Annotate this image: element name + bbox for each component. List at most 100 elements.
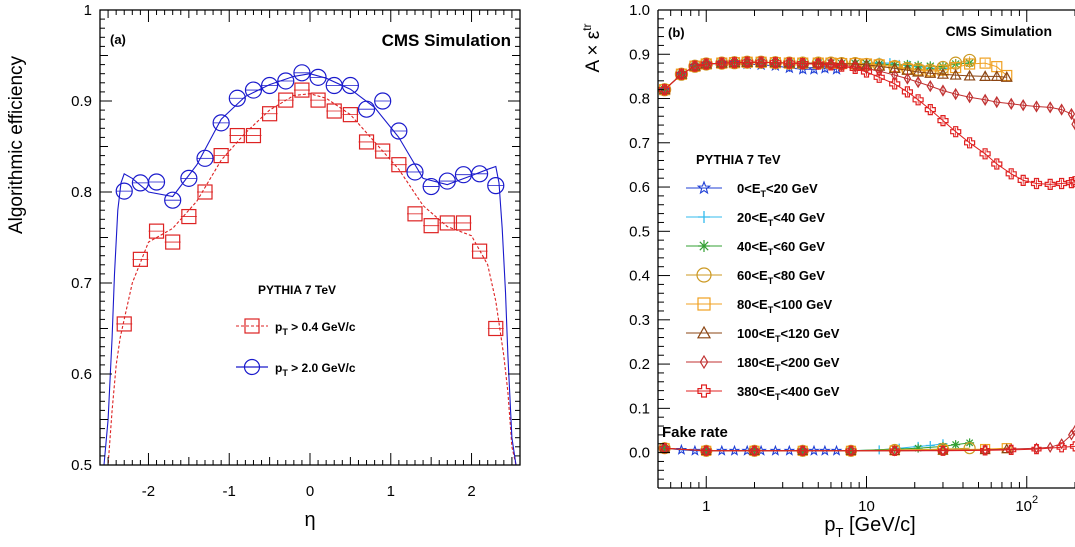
legend-suffix: <20 GeV — [766, 181, 818, 196]
panel-b-legend-entry-0: 0<ET<20 GeV — [686, 180, 818, 199]
legend-marker-icon — [697, 384, 711, 398]
panel-b-data-point — [849, 62, 861, 75]
panel-b-data-point — [769, 57, 782, 69]
legend-suffix: <80 GeV — [773, 268, 825, 283]
panel-b-x-axis-label: pT [GeV/c] — [824, 514, 915, 540]
panel-b-fake-rate-point — [1031, 444, 1042, 455]
panel-b-fake-rate-point — [913, 443, 923, 453]
panel-a-data-point — [439, 215, 455, 231]
panel-b-fake-rate-point — [749, 445, 760, 456]
panel-b-data-point — [950, 126, 962, 138]
panel-a-data-point — [406, 163, 424, 181]
panel-b-legend-entry-5: 100<ET<120 GeV — [686, 325, 840, 344]
panel-a-label: (a) — [110, 32, 126, 47]
legend-prefix: 100<E — [737, 326, 775, 341]
panel-a-data-point — [261, 76, 279, 95]
panel-a-data-point — [147, 173, 166, 191]
panel-b-fake-rate-point — [819, 444, 831, 456]
legend-label: pT > 0.4 GeV/c — [275, 320, 356, 337]
panel-a-data-point — [196, 149, 214, 167]
panel-a-data-point — [455, 215, 472, 231]
tick-main: 1 — [702, 498, 710, 515]
panel-b-data-point — [963, 69, 976, 81]
panel-a-legend-title: PYTHIA 7 TeV — [258, 283, 336, 297]
panel-b-y-tick-label: 0.7 — [629, 135, 650, 152]
panel-a-data-point — [341, 76, 359, 95]
legend-suffix: <60 GeV — [773, 239, 825, 254]
panel-b-data-point — [716, 57, 728, 69]
panel-a-data-point — [358, 134, 375, 150]
panel-b-data-point — [675, 68, 688, 80]
panel-b-data-point — [964, 58, 976, 70]
legend-marker-icon — [697, 297, 711, 311]
panel-b-data-point — [991, 158, 1003, 170]
panel-b-data-point — [1007, 97, 1015, 110]
panel-b-fake-rate-point — [890, 444, 900, 454]
panel-b-fake-rate-point — [951, 440, 961, 450]
panel-b-data-point — [990, 70, 1003, 81]
x-label-subscript: T — [835, 525, 843, 540]
panel-b-data-point — [963, 137, 976, 149]
panel-b-data-point — [1065, 177, 1075, 189]
panel-b-axis-ticks: 0.00.10.20.30.40.50.60.70.80.91.01 10 102 — [629, 2, 1075, 515]
y-label-main: A × ε — [583, 30, 604, 72]
panel-a-x-tick-label: 1 — [387, 483, 395, 500]
panel-a-data-point — [422, 177, 440, 196]
panel-b-y-tick-label: 0.0 — [629, 445, 650, 462]
legend-label: 40<ET<60 GeV — [737, 239, 825, 257]
legend-suffix: <100 GeV — [773, 297, 832, 312]
square-marker-icon — [244, 318, 260, 334]
panel-a-series-layer — [100, 64, 520, 466]
panel-b-data-point — [937, 114, 949, 127]
legend-suffix: <400 GeV — [780, 384, 839, 399]
panel-b-data-point — [965, 91, 974, 104]
panel-b-fake-rate-point — [797, 445, 808, 456]
panel-b-data-point — [901, 86, 914, 98]
legend-subscript: T — [775, 392, 781, 402]
panel-b-data-point — [1057, 103, 1066, 116]
legend-subscript: T — [761, 189, 767, 199]
panel-a-data-point — [132, 251, 148, 267]
panel-b-legend-entry-3: 60<ET<80 GeV — [686, 267, 825, 286]
legend-subscript: T — [775, 334, 781, 344]
legend-subscript: T — [768, 276, 774, 286]
legend-subscript: T — [768, 247, 774, 257]
panel-a-data-point — [471, 165, 489, 183]
panel-b-data-point — [812, 58, 824, 70]
panel-a-x-tick-label: 2 — [467, 483, 475, 500]
panel-b-data-point — [1032, 100, 1041, 113]
panel-b-fake-rate-point — [1046, 441, 1054, 453]
panel-b-fake-rate-point — [830, 444, 843, 456]
panel-a-header: CMS Simulation — [382, 31, 511, 50]
panel-b-fake-rate-point — [715, 444, 728, 456]
panel-a-data-point — [390, 122, 408, 140]
panel-a-data-point — [391, 157, 407, 173]
panel-a-fit-curve — [100, 73, 520, 466]
legend-subscript: T — [768, 218, 774, 228]
legend-label: 80<ET<100 GeV — [737, 297, 832, 315]
panel-a: -2 -1 0 1 2 0.5 0.6 0.7 0.8 0.9 1 (a) CMS Simulati… — [6, 2, 521, 531]
panel-a-data-point — [342, 107, 358, 123]
panel-b-data-point — [783, 57, 795, 69]
panel-a-data-point — [181, 208, 197, 225]
panel-a-data-point — [228, 89, 246, 107]
panel-a-y-axis-label: Algorithmic efficiency — [6, 55, 27, 234]
panel-b-fake-rate-point — [783, 444, 796, 456]
panel-b-legend-entry-6: 180<ET<200 GeV — [686, 354, 840, 373]
legend-label: 20<ET<40 GeV — [737, 210, 825, 228]
legend-label: 100<ET<120 GeV — [737, 326, 840, 344]
tick-sup: 2 — [1032, 494, 1038, 506]
legend-prefix: 60<E — [737, 268, 768, 283]
panel-b-legend-entry-4: 80<ET<100 GeV — [686, 297, 832, 315]
legend-marker-icon — [696, 325, 712, 339]
panel-b-series-line — [664, 61, 1075, 125]
legend-text: > 2.0 GeV/c — [288, 361, 356, 375]
panel-b-fake-rate-point — [689, 444, 701, 456]
panel-b-data-point — [1067, 107, 1075, 121]
panel-a-data-point — [213, 148, 229, 164]
panel-a-data-point — [197, 184, 213, 200]
panel-a-data-point — [326, 103, 342, 119]
panel-a-data-point — [310, 92, 326, 108]
legend-suffix: <200 GeV — [780, 355, 839, 370]
